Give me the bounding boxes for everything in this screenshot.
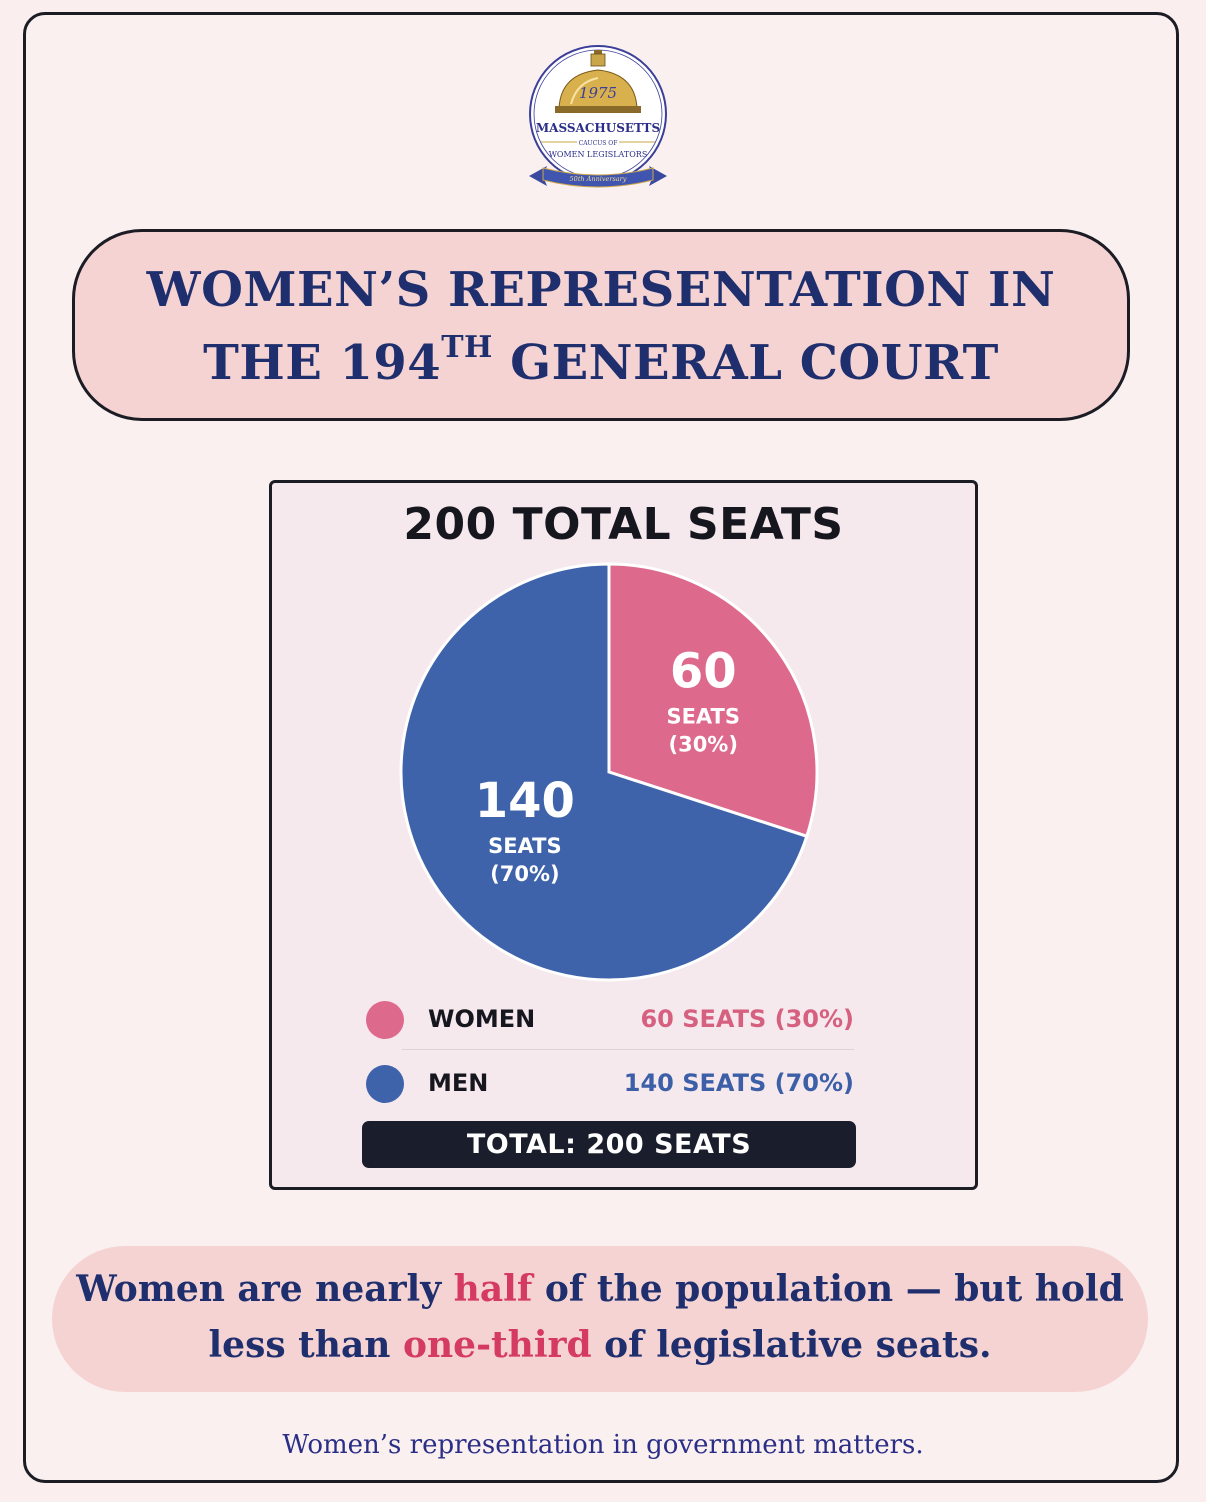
legend-swatch-men (366, 1065, 404, 1103)
pie-slice-women (607, 562, 819, 839)
pie-slice-men (399, 562, 809, 982)
title-superscript: TH (441, 330, 493, 365)
message-text: less than (208, 1324, 403, 1366)
message-text: of the population — but hold (532, 1268, 1124, 1310)
legend-value-men: 140 SEATS (70%) (623, 1069, 854, 1097)
slice-unit-label-men: SEATS (488, 834, 562, 858)
footer-tagline: Women’s representation in government mat… (282, 1430, 924, 1460)
legend-swatch-women (366, 1001, 404, 1039)
legend-value-women: 60 SEATS (30%) (640, 1005, 854, 1033)
message-line-1: Women are nearly half of the population … (52, 1268, 1148, 1310)
logo-ribbon: 50th Anniversary (570, 175, 627, 183)
message-text: Women are nearly (76, 1268, 454, 1310)
highlight-one-third: one-third (402, 1324, 592, 1366)
chart-card: 200 TOTAL SEATS 60 SEATS (30%) 140 SEATS (70%… (269, 480, 978, 1190)
slice-unit-label-women: SEATS (666, 705, 740, 729)
title-prefix: THE 194 (203, 335, 442, 391)
title-suffix: GENERAL COURT (492, 335, 999, 391)
pie-chart: 60 SEATS (30%) 140 SEATS (70%) (399, 562, 819, 982)
slice-percent-label-women: (30%) (668, 733, 737, 757)
slice-value-label-men: 140 (475, 773, 575, 829)
legend-label-women: WOMEN (428, 1005, 536, 1033)
legend-row-women: WOMEN 60 SEATS (30%) (366, 999, 854, 1043)
logo-women-legislators: WOMEN LEGISLATORS (549, 150, 648, 159)
total-seats-bar: TOTAL: 200 SEATS (362, 1121, 856, 1168)
slice-percent-label-men: (70%) (490, 862, 559, 886)
legend-label-men: MEN (428, 1069, 489, 1097)
highlight-half: half (453, 1268, 533, 1310)
title-banner: WOMEN’S REPRESENTATION IN THE 194TH GENE… (72, 229, 1130, 421)
legend-divider (402, 1049, 854, 1050)
logo-year: 1975 (579, 84, 617, 102)
chart-title: 200 TOTAL SEATS (403, 499, 844, 550)
message-line-2: less than one-third of legislative seats… (52, 1324, 1148, 1366)
message-banner: Women are nearly half of the population … (52, 1246, 1148, 1392)
legend-row-men: MEN 140 SEATS (70%) (366, 1063, 854, 1107)
page-title-line-2: THE 194TH GENERAL COURT (75, 333, 1127, 392)
logo-name: MASSACHUSETTS (536, 121, 660, 135)
slice-value-label-women: 60 (670, 644, 737, 700)
message-text: of legislative seats. (591, 1324, 992, 1366)
logo-caucus-of: CAUCUS OF (579, 140, 618, 147)
page-title-line-1: WOMEN’S REPRESENTATION IN (146, 262, 1056, 318)
caucus-logo: 1975 MASSACHUSETTS CAUCUS OF WOMEN LEGIS… (529, 45, 667, 188)
